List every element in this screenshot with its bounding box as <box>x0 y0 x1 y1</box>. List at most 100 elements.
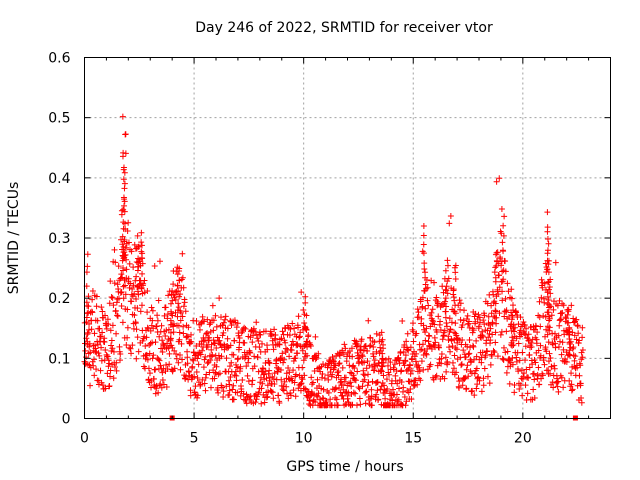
data-point <box>579 354 586 361</box>
data-point <box>120 249 127 256</box>
data-point <box>365 317 372 324</box>
data-point <box>319 395 326 402</box>
data-point <box>307 342 314 349</box>
data-point <box>525 331 532 338</box>
data-point <box>513 354 520 361</box>
data-point <box>420 250 427 257</box>
data-point <box>465 373 472 380</box>
data-point <box>232 361 239 368</box>
data-point <box>545 309 552 316</box>
data-point <box>379 356 386 363</box>
data-point <box>221 316 228 323</box>
data-point <box>104 370 111 377</box>
data-point <box>577 362 584 369</box>
data-point <box>139 270 146 277</box>
data-point <box>348 383 355 390</box>
data-point <box>398 379 405 386</box>
data-point <box>243 363 250 370</box>
data-point <box>327 396 334 403</box>
data-point <box>520 373 527 380</box>
data-point <box>227 374 234 381</box>
data-point <box>120 283 127 290</box>
data-point <box>429 306 436 313</box>
data-point <box>340 351 347 358</box>
data-point <box>407 385 414 392</box>
data-point <box>289 338 296 345</box>
data-point <box>404 346 411 353</box>
data-point <box>98 344 105 351</box>
data-point <box>176 329 183 336</box>
data-point <box>374 387 381 394</box>
data-point <box>104 353 111 360</box>
data-point <box>88 308 95 315</box>
data-point <box>227 317 234 324</box>
data-point <box>538 294 545 301</box>
data-point <box>119 233 126 240</box>
data-point <box>434 300 441 307</box>
data-point <box>103 325 110 332</box>
data-point <box>106 383 113 390</box>
data-point <box>123 256 130 263</box>
data-point <box>544 331 551 338</box>
data-point <box>207 357 214 364</box>
data-point <box>132 245 139 252</box>
data-point <box>126 260 133 267</box>
data-point <box>108 337 115 344</box>
data-point <box>579 347 586 354</box>
data-point <box>361 359 368 366</box>
data-point <box>287 392 294 399</box>
data-point <box>448 319 455 326</box>
data-point <box>542 344 549 351</box>
data-point <box>185 369 192 376</box>
data-point <box>473 365 480 372</box>
data-point <box>492 264 499 271</box>
data-point <box>165 326 172 333</box>
data-point <box>534 329 541 336</box>
data-point <box>350 372 357 379</box>
data-point <box>464 362 471 369</box>
data-point <box>224 325 231 332</box>
data-point <box>416 368 423 375</box>
data-point <box>547 354 554 361</box>
data-point <box>176 277 183 284</box>
data-point <box>545 286 552 293</box>
data-point <box>279 386 286 393</box>
data-point <box>414 381 421 388</box>
data-point <box>132 320 139 327</box>
data-point <box>541 280 548 287</box>
data-point <box>258 385 265 392</box>
data-point <box>426 342 433 349</box>
data-point <box>542 313 549 320</box>
data-point <box>537 342 544 349</box>
data-point <box>110 348 117 355</box>
data-point <box>536 298 543 305</box>
data-point <box>167 300 174 307</box>
data-point <box>306 397 313 404</box>
data-point <box>90 356 97 363</box>
x-tick-label: 15 <box>404 431 422 447</box>
data-point <box>283 370 290 377</box>
data-point <box>300 357 307 364</box>
data-point <box>550 384 557 391</box>
data-point <box>249 339 256 346</box>
data-point <box>117 357 124 364</box>
data-point <box>214 334 221 341</box>
data-point <box>515 368 522 375</box>
data-point <box>109 345 116 352</box>
data-point <box>466 336 473 343</box>
data-point <box>179 250 186 257</box>
data-point <box>425 302 432 309</box>
data-point <box>508 295 515 302</box>
data-point <box>450 286 457 293</box>
data-point <box>550 306 557 313</box>
data-point <box>336 360 343 367</box>
data-point <box>446 315 453 322</box>
data-point <box>247 349 254 356</box>
data-point <box>368 402 375 409</box>
data-point <box>368 393 375 400</box>
data-point <box>301 372 308 379</box>
data-point <box>421 287 428 294</box>
data-point <box>496 310 503 317</box>
data-point <box>344 392 351 399</box>
data-point <box>84 329 91 336</box>
